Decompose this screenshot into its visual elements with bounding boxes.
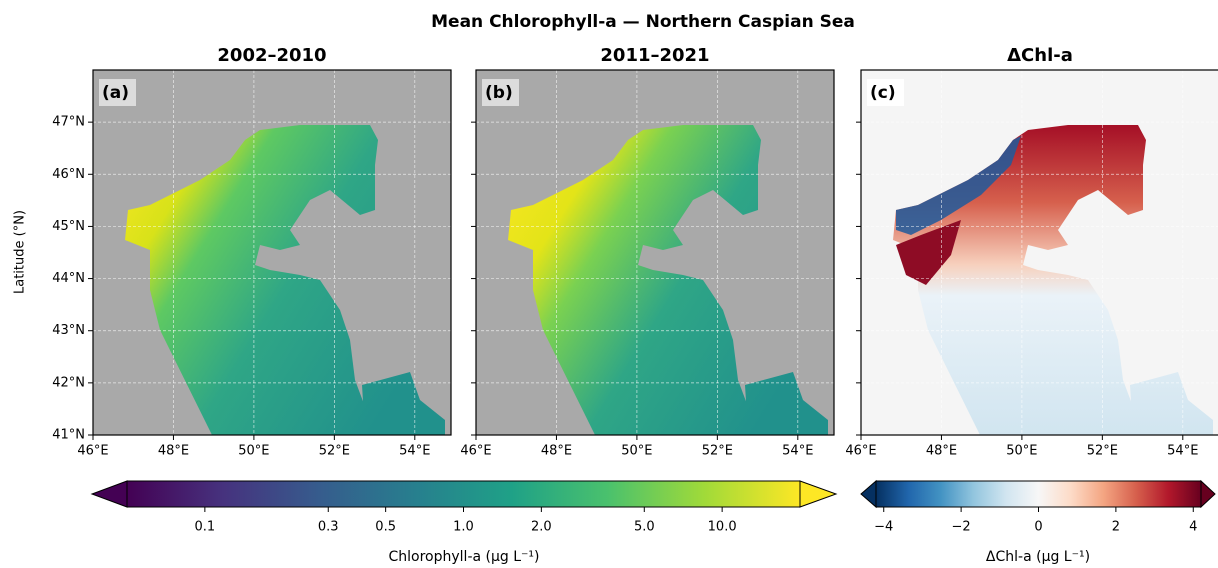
colorbar-extend [90, 480, 128, 508]
panel-a [93, 70, 451, 435]
x-tick-label: 54°E [399, 444, 430, 459]
y-tick-label: 43°N [52, 323, 85, 338]
panel-frame [860, 69, 1218, 436]
x-tick-label: 50°E [1006, 444, 1037, 459]
colorbar-extend [860, 479, 877, 509]
colorbar-extend [1200, 479, 1216, 509]
colorbar [875, 480, 1202, 508]
x-tick-label: 54°E [1167, 444, 1198, 459]
y-tick-label: 47°N [52, 115, 85, 130]
y-axis-label: Latitude (°N) [13, 210, 28, 294]
panel-title: ΔChl-a [1007, 45, 1073, 66]
colorbar-tick-label: 2.0 [531, 520, 552, 535]
panel-label-box [99, 79, 136, 106]
colorbar-tick-label: 0.5 [375, 520, 396, 535]
panel-label: (b) [485, 83, 513, 103]
colorbar-tick-label: 4 [1189, 520, 1197, 535]
colorbar-tick-label: −2 [952, 520, 971, 535]
y-tick-label: 44°N [52, 271, 85, 286]
x-tick-label: 52°E [1087, 444, 1118, 459]
colorbar-label: Chlorophyll-a (µg L⁻¹) [389, 549, 540, 565]
panel-b [476, 70, 834, 435]
panel-label: (c) [870, 83, 896, 103]
colorbar-tick-label: 5.0 [634, 520, 655, 535]
y-tick-label: 46°N [52, 167, 85, 182]
colorbar-label: ΔChl-a (µg L⁻¹) [986, 549, 1090, 565]
x-tick-label: 46°E [460, 444, 491, 459]
y-tick-label: 45°N [52, 219, 85, 234]
colorbar-tick-label: 1.0 [453, 520, 474, 535]
x-tick-label: 54°E [782, 444, 813, 459]
panel-frame [92, 69, 452, 436]
colorbar-tick-label: 0.3 [318, 520, 339, 535]
x-tick-label: 50°E [238, 444, 269, 459]
colorbar-tick-label: 0.1 [195, 520, 216, 535]
panel-frame [475, 69, 835, 436]
panel-label-box [867, 79, 904, 106]
panel-c [861, 70, 1218, 435]
x-tick-label: 48°E [926, 444, 957, 459]
panel-label: (a) [102, 83, 129, 103]
x-tick-label: 50°E [621, 444, 652, 459]
panel-label-box [482, 79, 519, 106]
x-tick-label: 48°E [541, 444, 572, 459]
x-tick-label: 48°E [158, 444, 189, 459]
x-tick-label: 46°E [77, 444, 108, 459]
x-tick-label: 46°E [845, 444, 876, 459]
colorbar [126, 480, 801, 508]
colorbar-tick-label: 10.0 [708, 520, 737, 535]
figure-title: Mean Chlorophyll-a — Northern Caspian Se… [431, 12, 855, 32]
panel-title: 2011–2021 [600, 45, 709, 66]
colorbar-tick-label: 2 [1112, 520, 1120, 535]
y-tick-label: 41°N [52, 428, 85, 443]
colorbar-tick-label: 0 [1034, 520, 1042, 535]
panel-title: 2002–2010 [217, 45, 326, 66]
negative-strip [896, 136, 1021, 235]
colorbar-extend [799, 480, 838, 508]
x-tick-label: 52°E [702, 444, 733, 459]
colorbar-tick-label: −4 [874, 520, 893, 535]
positive-patch [896, 220, 961, 285]
y-tick-label: 42°N [52, 375, 85, 390]
x-tick-label: 52°E [319, 444, 350, 459]
